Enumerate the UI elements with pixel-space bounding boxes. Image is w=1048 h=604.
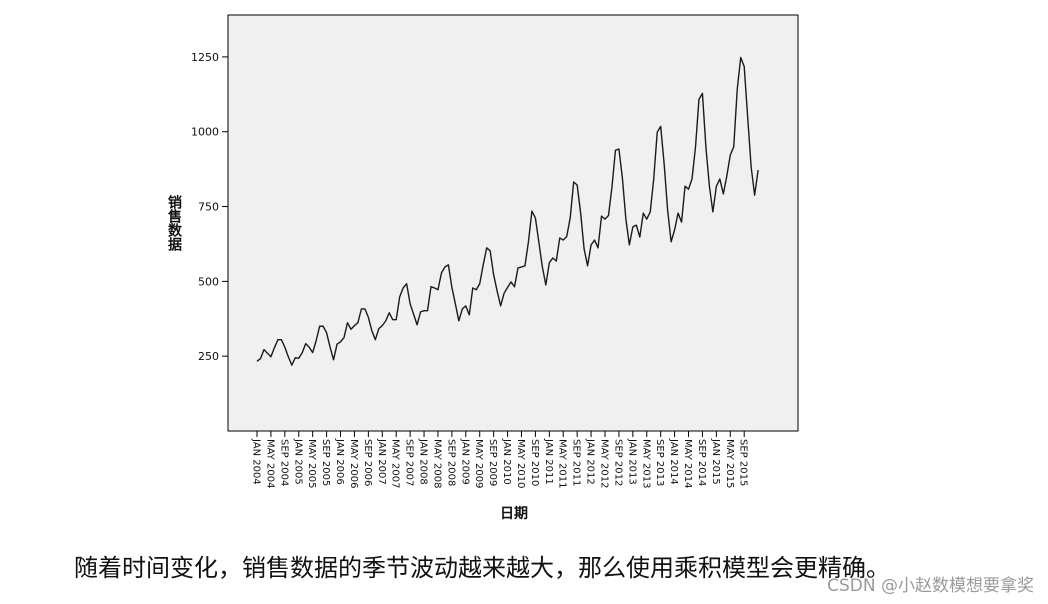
x-tick-label: SEP 2008 xyxy=(445,439,456,486)
x-tick-label: JAN 2006 xyxy=(334,438,345,485)
x-tick-label: MAY 2014 xyxy=(682,439,693,488)
x-tick-label: SEP 2012 xyxy=(612,439,623,486)
caption-text: 随着时间变化，销售数据的季节波动越来越大，那么使用乘积模型会更精确。 xyxy=(74,554,890,582)
x-tick-label: JAN 2007 xyxy=(376,438,387,485)
x-tick-label: SEP 2004 xyxy=(278,439,289,486)
y-tick-label: 500 xyxy=(198,275,219,288)
y-axis-label: 销售数据 xyxy=(166,194,183,252)
chart: 250 500 750 1000 1250 JAN 2004 MAY 2004 SEP 20… xyxy=(166,14,799,522)
x-tick-label: SEP 2014 xyxy=(696,439,707,486)
x-tick-label: SEP 2006 xyxy=(362,439,373,486)
y-axis-ticks: 250 500 750 1000 1250 xyxy=(191,51,228,363)
x-tick-label: MAY 2009 xyxy=(473,439,484,488)
x-tick-label: SEP 2013 xyxy=(654,439,665,486)
series-line xyxy=(256,56,759,366)
y-tick-label: 1000 xyxy=(191,126,219,139)
x-tick-label: MAY 2010 xyxy=(515,439,526,488)
x-tick-label: MAY 2008 xyxy=(431,439,442,488)
x-tick-label: MAY 2012 xyxy=(599,439,610,488)
x-tick-label: MAY 2005 xyxy=(306,439,317,488)
y-tick-label: 1250 xyxy=(191,51,219,64)
x-tick-label: JAN 2009 xyxy=(459,438,470,485)
x-tick-label: SEP 2015 xyxy=(738,439,749,486)
x-tick-label: JAN 2012 xyxy=(585,438,596,485)
x-tick-label: JAN 2010 xyxy=(501,438,512,485)
x-tick-label: JAN 2013 xyxy=(626,438,637,485)
x-tick-label: SEP 2007 xyxy=(404,439,415,486)
y-tick-label: 750 xyxy=(198,201,219,214)
x-tick-label: JAN 2008 xyxy=(418,438,429,485)
x-tick-label: SEP 2010 xyxy=(529,439,540,486)
x-tick-label: JAN 2015 xyxy=(710,438,721,485)
x-tick-label: MAY 2004 xyxy=(264,439,275,488)
watermark-text: CSDN @小赵数模想要拿奖 xyxy=(827,576,1034,596)
x-tick-label: JAN 2005 xyxy=(292,438,303,485)
x-tick-label: JAN 2004 xyxy=(251,438,262,485)
x-tick-label: MAY 2013 xyxy=(640,439,651,488)
x-tick-label: MAY 2011 xyxy=(557,439,568,488)
x-tick-label: SEP 2009 xyxy=(487,439,498,486)
x-axis-ticks: JAN 2004 MAY 2004 SEP 2004 JAN 2005 MAY 2005… xyxy=(251,431,749,488)
x-tick-label: MAY 2007 xyxy=(390,439,401,488)
x-tick-label: JAN 2014 xyxy=(668,438,679,485)
x-tick-label: MAY 2006 xyxy=(348,439,359,488)
x-tick-label: SEP 2005 xyxy=(320,439,331,486)
x-axis-label: 日期 xyxy=(500,506,528,522)
plot-area xyxy=(227,14,799,432)
x-tick-label: JAN 2011 xyxy=(543,438,554,485)
y-tick-label: 250 xyxy=(198,350,219,363)
x-tick-label: MAY 2015 xyxy=(724,439,735,488)
x-tick-label: SEP 2011 xyxy=(571,439,582,486)
